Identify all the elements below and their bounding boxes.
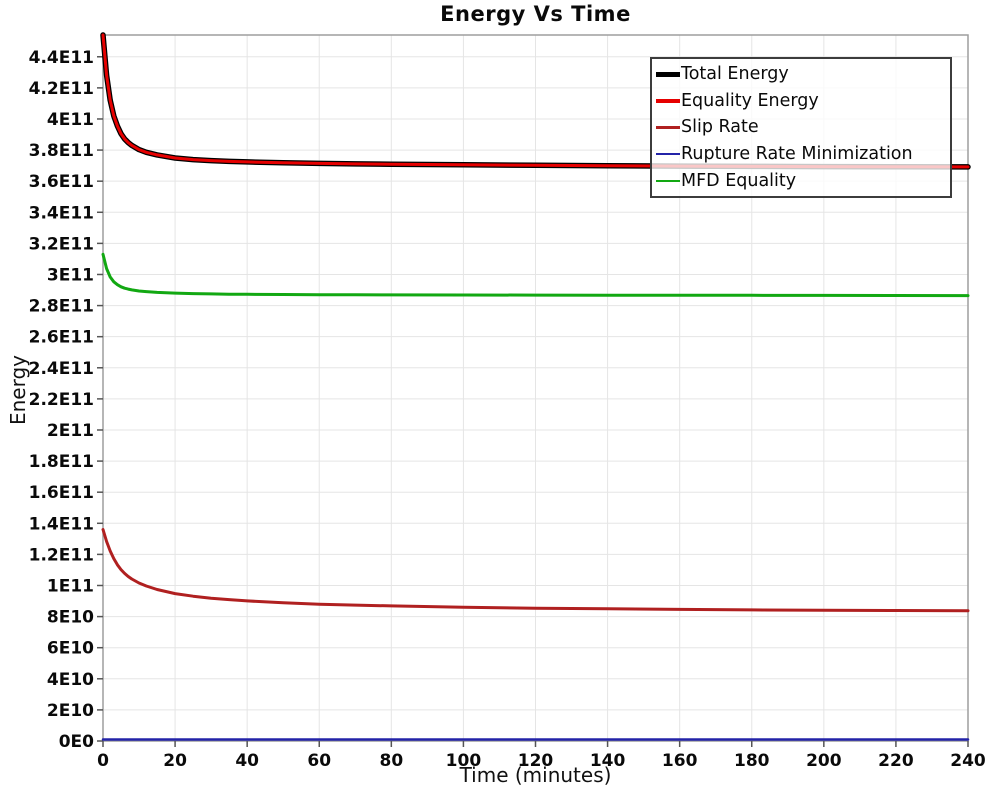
y-tick-label: 2.8E11 bbox=[29, 297, 94, 317]
x-tick-label: 180 bbox=[734, 751, 770, 771]
x-axis-label: Time (minutes) bbox=[459, 763, 612, 787]
legend-item-label: Slip Rate bbox=[681, 117, 759, 138]
y-tick-label: 1E11 bbox=[47, 576, 94, 596]
y-axis-label: Energy bbox=[6, 354, 30, 426]
y-tick-label: 6E10 bbox=[47, 639, 94, 659]
y-tick-label: 2.6E11 bbox=[29, 328, 94, 348]
legend-item: Rupture Rate Minimization bbox=[656, 144, 946, 164]
series-line-slip-rate bbox=[101, 528, 970, 613]
x-tick-label: 140 bbox=[590, 751, 626, 771]
legend-item: Slip Rate bbox=[656, 117, 946, 137]
x-tick-label: 100 bbox=[446, 751, 482, 771]
y-tick-label: 4.4E11 bbox=[29, 48, 94, 68]
legend-line-swatch bbox=[656, 179, 680, 182]
y-tick-label: 4.2E11 bbox=[29, 79, 94, 99]
y-tick-label: 1.8E11 bbox=[29, 452, 94, 472]
x-tick-label: 20 bbox=[163, 751, 187, 771]
y-tick-label: 3.6E11 bbox=[29, 172, 94, 192]
y-tick-label: 4E11 bbox=[47, 110, 94, 130]
legend-item-label: MFD Equality bbox=[681, 170, 797, 191]
series-line-mfd-equality bbox=[101, 252, 970, 298]
legend: Total Energy Equality Energy Slip Rate Rupt… bbox=[650, 57, 952, 198]
legend-item-label: Total Energy bbox=[681, 64, 789, 85]
x-tick-label: 200 bbox=[806, 751, 842, 771]
legend-line-swatch bbox=[656, 153, 680, 156]
legend-line-swatch bbox=[656, 71, 680, 77]
y-tick-label: 0E0 bbox=[59, 732, 94, 752]
legend-item: Equality Energy bbox=[656, 91, 946, 111]
x-tick-label: 160 bbox=[662, 751, 698, 771]
legend-item-label: Equality Energy bbox=[681, 90, 819, 111]
legend-line-swatch bbox=[656, 126, 680, 129]
y-tick-label: 8E10 bbox=[47, 608, 94, 628]
y-tick-label: 2.2E11 bbox=[29, 390, 94, 410]
y-tick-label: 3E11 bbox=[47, 265, 94, 285]
legend-line-swatch bbox=[656, 98, 680, 103]
x-tick-label: 240 bbox=[950, 751, 986, 771]
x-tick-label: 60 bbox=[307, 751, 331, 771]
x-tick-label: 120 bbox=[518, 751, 554, 771]
y-tick-label: 2E11 bbox=[47, 421, 94, 441]
legend-item: MFD Equality bbox=[656, 171, 946, 191]
y-tick-label: 1.4E11 bbox=[29, 514, 94, 534]
x-tick-label: 80 bbox=[379, 751, 403, 771]
chart-title: Energy Vs Time bbox=[440, 2, 631, 26]
y-tick-label: 2.4E11 bbox=[29, 359, 94, 379]
y-tick-label: 1.6E11 bbox=[29, 483, 94, 503]
legend-item: Total Energy bbox=[656, 64, 946, 84]
y-tick-label: 3.8E11 bbox=[29, 141, 94, 161]
series-line-equality-energy bbox=[101, 33, 970, 169]
x-tick-label: 40 bbox=[235, 751, 259, 771]
y-tick-label: 3.2E11 bbox=[29, 234, 94, 254]
y-tick-label: 3.4E11 bbox=[29, 203, 94, 223]
x-tick-label: 0 bbox=[97, 751, 109, 771]
y-tick-label: 4E10 bbox=[47, 670, 94, 690]
x-tick-label: 220 bbox=[878, 751, 914, 771]
legend-item-label: Rupture Rate Minimization bbox=[681, 144, 913, 165]
y-tick-label: 1.2E11 bbox=[29, 545, 94, 565]
y-tick-label: 2E10 bbox=[47, 701, 94, 721]
